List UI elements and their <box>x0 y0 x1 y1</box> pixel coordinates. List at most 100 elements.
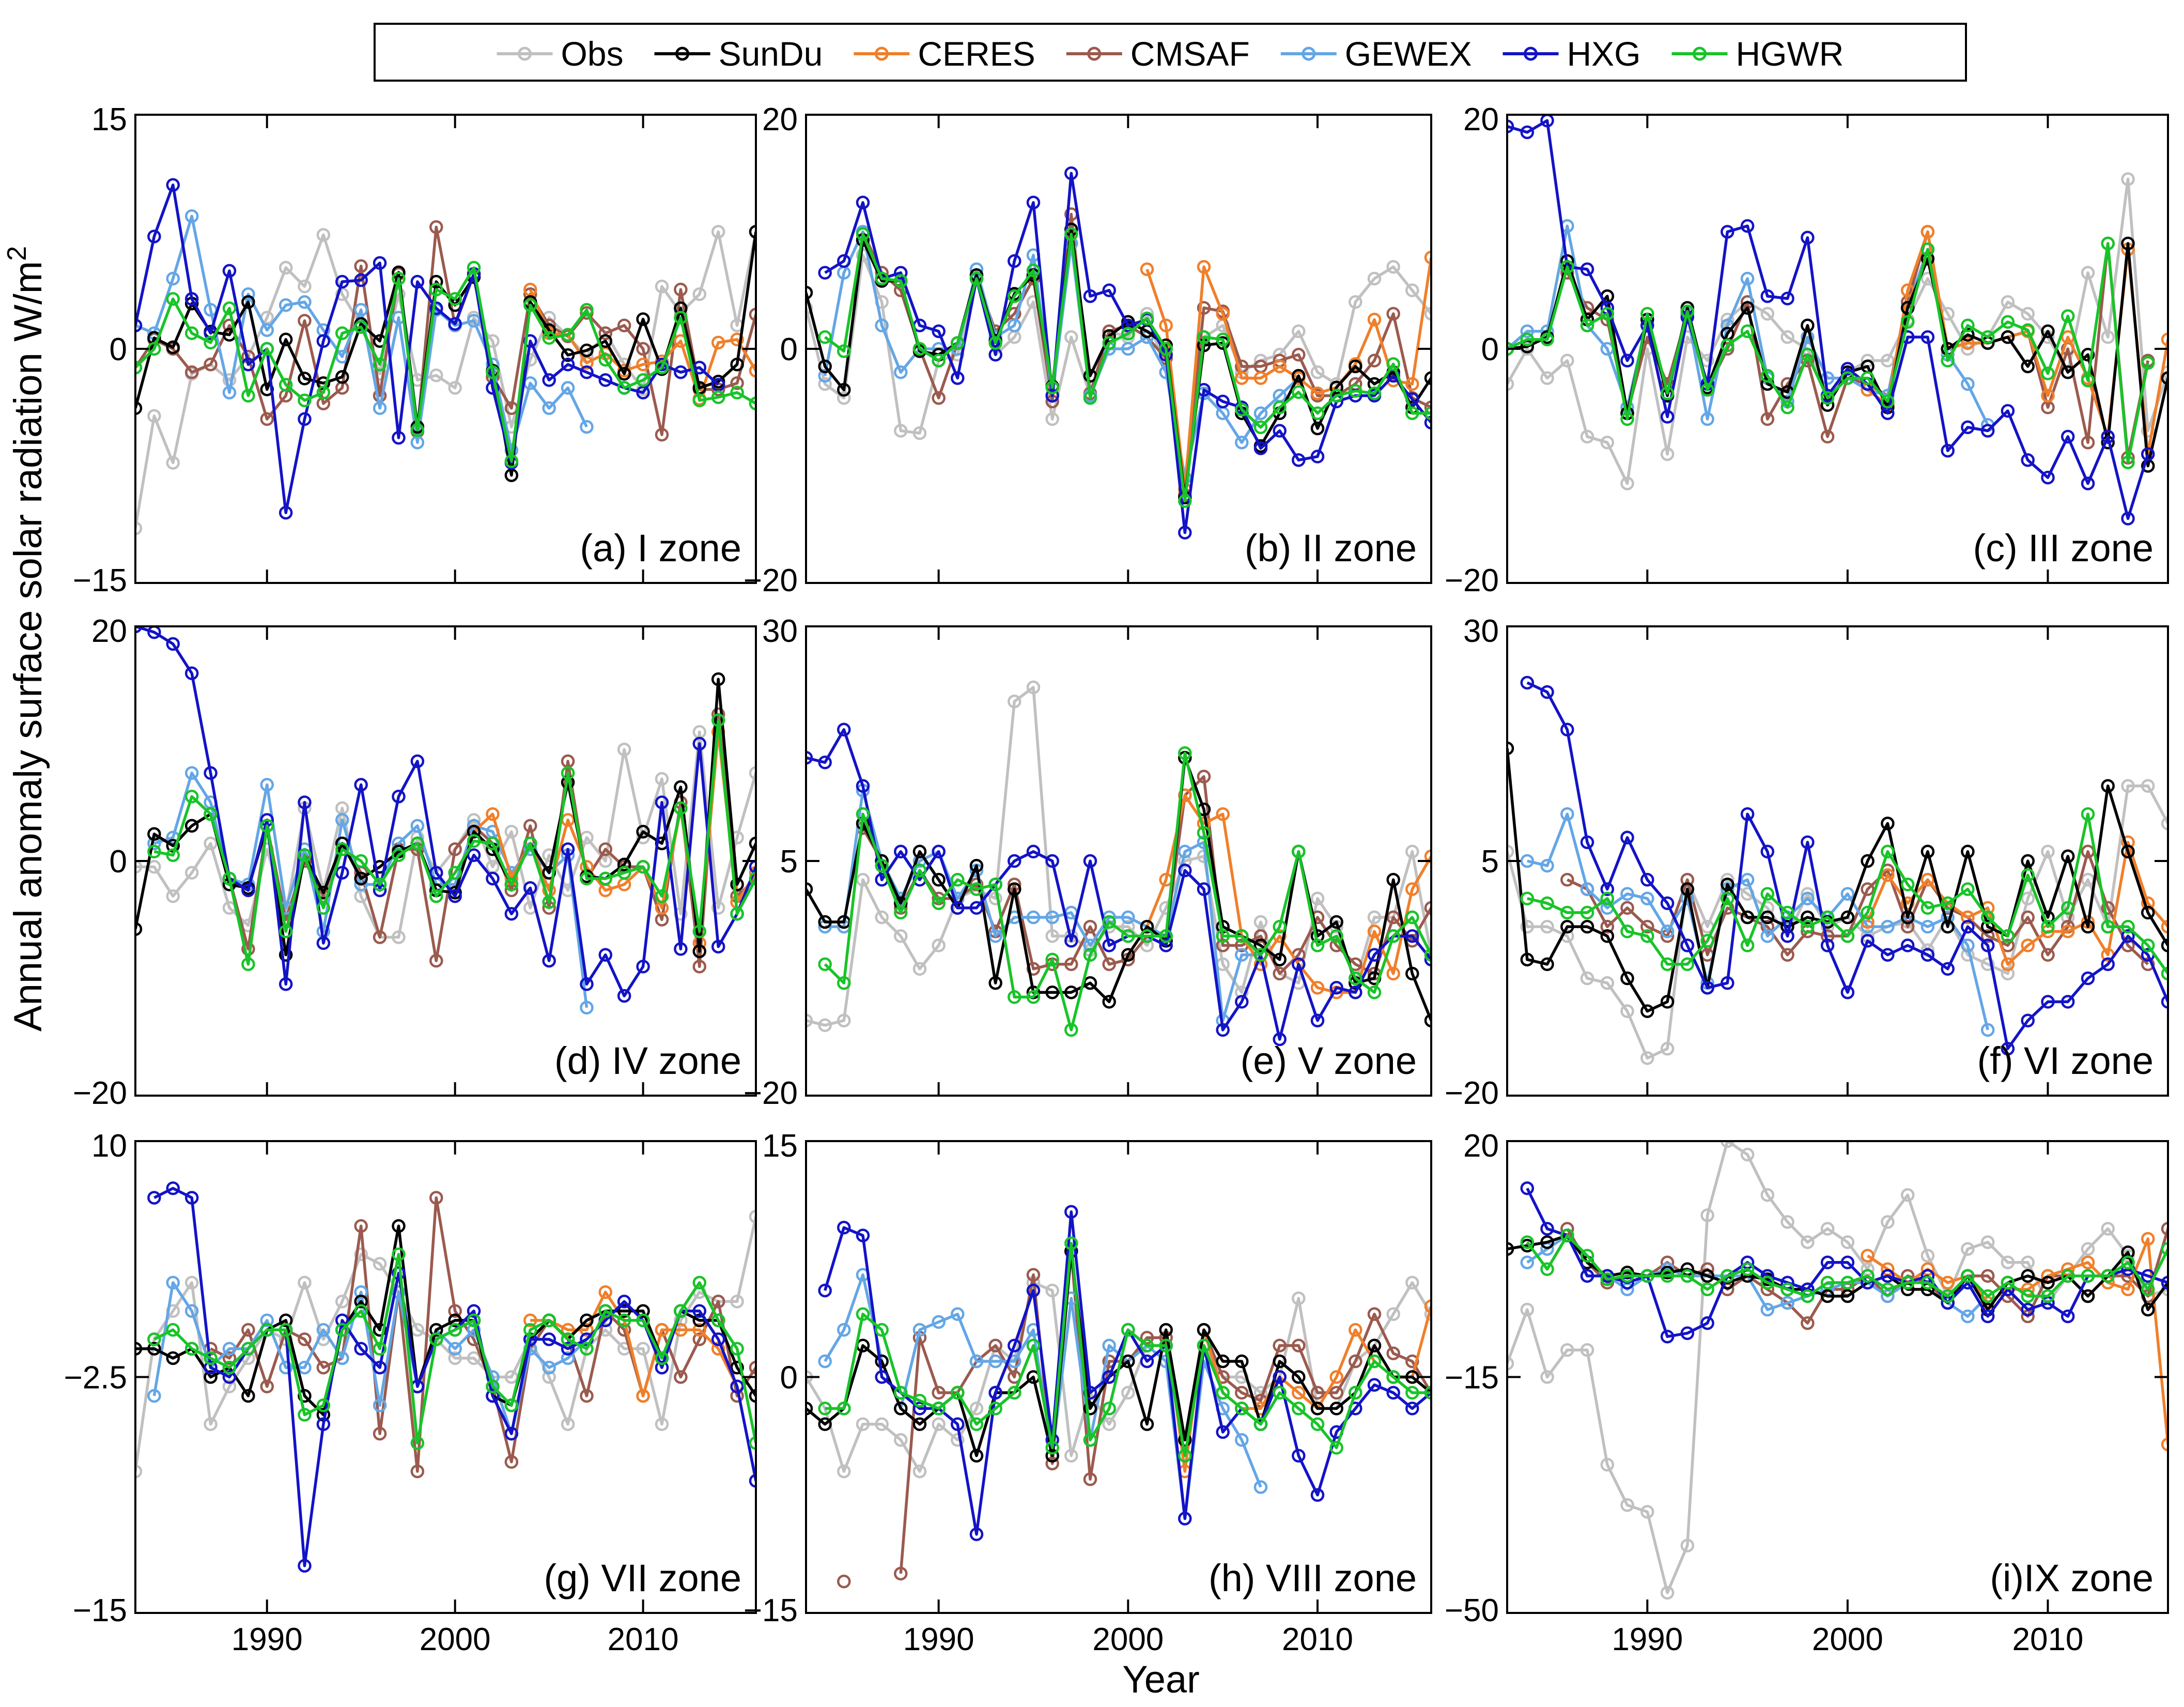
panel-i-ix-zone-plot-area <box>1507 1141 2168 1613</box>
panel-c-iii-zone-point-hxg <box>1941 443 1955 458</box>
panel-d-iv-zone-line-sundu <box>135 678 756 957</box>
panel-g-vii-zone-point-sundu <box>730 1360 744 1375</box>
panel-a-i-zone-point-hgwr <box>135 360 143 375</box>
panel-e-v-zone-point-ceres <box>1367 924 1382 939</box>
panel-b-ii-zone-point-hgwr <box>1424 406 1431 420</box>
panel-g-vii-zone-point-hgwr <box>147 1332 161 1346</box>
panel-b-ii-zone-ytick-label: 20 <box>762 102 798 137</box>
panel-c-iii-zone-point-hgwr <box>2041 366 2055 380</box>
panel-f-vi-zone-point-hxg <box>1780 929 1794 943</box>
panel-b-ii-zone-point-hgwr <box>932 353 946 367</box>
panel-a-i-zone-point-sundu <box>674 301 688 315</box>
panel-i-ix-zone-point-hgwr <box>1861 1269 1875 1283</box>
panel-i-ix-zone-point-sundu <box>1540 1235 1554 1249</box>
panel-i-ix-zone-point-hxg <box>2161 1275 2168 1290</box>
panel-f-vi-zone-point-hgwr <box>2081 807 2095 821</box>
panel-b-ii-zone-point-hgwr <box>1329 389 1343 403</box>
panel-f-vi-zone-point-hxg <box>2081 971 2095 986</box>
panel-h-viii-zone-point-cmsaf <box>988 1339 1002 1352</box>
panel-e-v-zone-point-hgwr <box>1159 929 1173 943</box>
panel-f-vi-zone-point-gewex <box>1580 882 1594 896</box>
panel-h-viii-zone-xtick-label: 2010 <box>1282 1622 1353 1657</box>
panel-e-v-zone-point-hgwr <box>1140 929 1154 943</box>
panel-d-iv-zone-point-hgwr <box>166 848 180 862</box>
panel-b-ii-zone-point-hgwr <box>1159 342 1173 356</box>
panel-h-viii-zone-point-hgwr <box>894 1386 908 1400</box>
panel-f-vi-zone-point-hgwr <box>1900 878 1915 891</box>
panel-f-vi-zone-point-sundu <box>1861 854 1875 868</box>
panel-h-viii-zone-point-hgwr <box>1367 1354 1382 1368</box>
panel-b-ii-zone-point-hgwr <box>1273 401 1287 414</box>
panel-h-viii-zone-point-obs <box>894 1433 908 1447</box>
panel-e-v-zone-point-sundu <box>932 873 946 887</box>
panel-f-vi-zone-point-gewex <box>1961 939 1975 952</box>
panel-f-vi-zone-point-cmsaf <box>1780 948 1794 962</box>
panel-g-vii-zone-point-obs <box>749 1209 756 1224</box>
panel-a-i-zone-point-sundu <box>636 312 650 326</box>
panel-g-vii-zone-point-obs <box>135 1464 143 1479</box>
panel-b-ii-zone-ytick-label: 0 <box>780 332 798 367</box>
panel-e-v-zone-point-sundu <box>1386 873 1400 887</box>
panel-g-vii-zone-point-sundu <box>204 1370 218 1384</box>
panel-h-viii-zone-point-hgwr <box>856 1307 870 1321</box>
panel-g-vii-zone-point-hgwr <box>617 1313 631 1328</box>
panel-c-iii-zone-point-gewex <box>1520 324 1535 339</box>
panel-e-v-zone-point-obs <box>1026 680 1041 695</box>
panel-h-viii-zone-point-cmsaf <box>1292 1339 1306 1352</box>
panel-f-vi-zone-point-sundu <box>1961 844 1975 859</box>
legend-item-sundu: SunDu <box>654 35 823 73</box>
panel-c-iii-zone-point-hxg <box>2121 512 2135 526</box>
panel-e-v-zone-point-hxg <box>1083 854 1097 868</box>
panel-d-iv-zone: 20 0 −20 (d) IV zone <box>73 613 757 1111</box>
panel-f-vi-zone-point-obs <box>2161 817 2168 831</box>
panel-c-iii-zone-point-hgwr <box>1620 412 1634 426</box>
panel-c-iii-zone-point-hgwr <box>1900 315 1915 329</box>
panel-d-iv-zone-point-sundu <box>730 878 744 891</box>
legend-label-hxg: HXG <box>1567 35 1640 73</box>
panel-f-vi-zone-point-hgwr <box>1680 957 1695 972</box>
panel-e-v-zone-point-hgwr <box>1026 990 1041 1004</box>
panel-i-ix-zone-point-hgwr <box>1840 1275 1855 1290</box>
panel-e-v-zone-point-hxg <box>1235 995 1249 1009</box>
panel-c-iii-zone-point-sundu <box>2041 324 2055 339</box>
panel-c-iii-zone-point-hgwr <box>2081 373 2095 388</box>
panel-c-iii-zone-point-obs <box>1760 306 1775 321</box>
panel-f-vi-zone-point-sundu <box>1540 957 1554 972</box>
panel-e-v-zone-point-hxg <box>951 901 965 915</box>
panel-b-ii-zone-point-obs <box>1292 324 1306 339</box>
panel-b-ii-zone-point-sundu <box>1349 359 1362 374</box>
panel-a-i-zone-point-hgwr <box>184 326 199 341</box>
panel-d-iv-zone-point-hgwr <box>749 871 756 886</box>
panel-i-ix-zone-point-hgwr <box>1980 1289 1995 1303</box>
panel-i-ix-zone-point-hxg <box>1700 1316 1714 1330</box>
panel-i-ix-zone-point-hgwr <box>1580 1249 1594 1263</box>
panel-f-vi-zone-ytick-label: −20 <box>1445 1075 1499 1111</box>
panel-c-iii-zone-point-hgwr <box>2001 315 2015 329</box>
panel-d-iv-zone-point-gewex <box>410 819 425 833</box>
panel-g-vii-zone-point-hgwr <box>166 1322 180 1337</box>
panel-c-iii-zone-point-hgwr <box>1600 306 1615 321</box>
panel-g-vii-zone-ytick-label: −15 <box>73 1593 127 1628</box>
panel-i-ix-zone-point-hxg <box>1980 1309 1995 1324</box>
panel-b-ii-zone-point-cmsaf <box>1292 348 1306 362</box>
panel-f-vi-zone-point-sundu <box>1520 952 1535 966</box>
panel-f-vi-zone-point-sundu <box>2161 939 2168 952</box>
panel-f-vi-zone-point-obs <box>1620 1004 1634 1018</box>
panel-d-iv-zone-point-cmsaf <box>429 954 443 968</box>
panel-a-i-zone-point-hxg <box>354 273 368 287</box>
panel-e-v-zone-point-cmsaf <box>1273 966 1287 981</box>
panel-a-i-zone-point-hxg <box>373 256 387 270</box>
panel-e-v-zone-point-ceres <box>1216 807 1230 821</box>
panel-b-ii-zone-point-hxg <box>856 195 870 210</box>
panel-e-v-zone-point-obs <box>818 1018 832 1033</box>
panel-e-v-zone-point-sundu <box>1273 952 1287 966</box>
panel-b-ii-zone-point-sundu <box>1310 421 1325 436</box>
panel-f-vi-zone-series-group <box>1507 675 2168 1065</box>
panel-a-i-zone-point-hgwr <box>335 326 349 341</box>
panel-i-ix-zone-point-hgwr <box>1700 1282 1714 1297</box>
panel-i-ix-zone-point-obs <box>1660 1586 1675 1600</box>
panel-b-ii-zone-point-ceres <box>1424 251 1431 265</box>
panel-f-vi-zone-point-hxg <box>1840 985 1855 999</box>
panel-i-ix-zone-ytick-label: 20 <box>1463 1128 1499 1164</box>
panel-g-vii-zone-point-hxg <box>467 1304 481 1318</box>
